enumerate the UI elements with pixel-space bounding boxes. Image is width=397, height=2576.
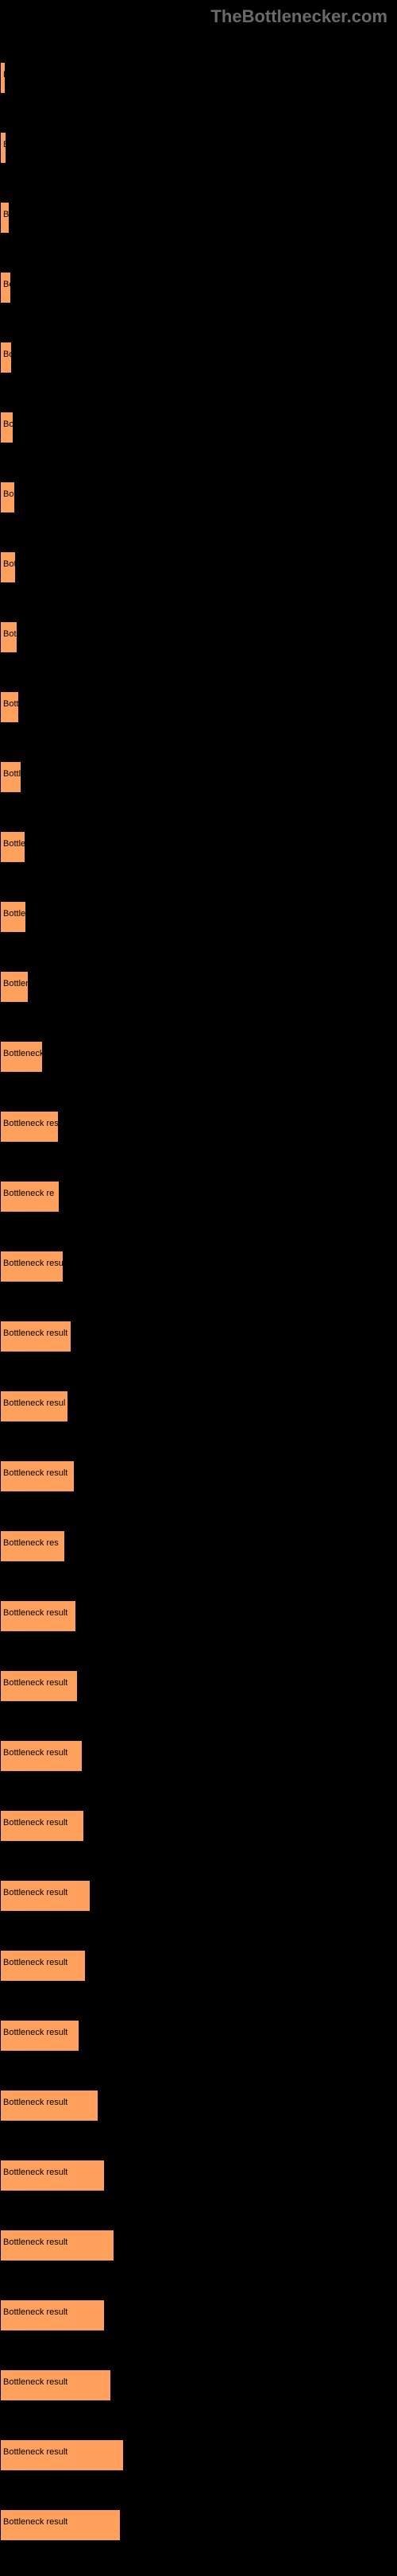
bar-row: Bottleneck result xyxy=(0,2210,397,2280)
bar-label: Bottleneck resu xyxy=(3,1259,64,1268)
bar-label: Bot xyxy=(3,489,17,499)
bar-label: Bottleneck result xyxy=(3,1818,67,1828)
bar-label: B xyxy=(3,70,7,79)
bar-row: Bott xyxy=(0,672,397,742)
bar-label: Bottleneck result xyxy=(3,2447,67,2457)
bar-row: Bottle xyxy=(0,882,397,952)
bar-label: Bo xyxy=(3,280,13,289)
bar-row: Bottleneck result xyxy=(0,1302,397,1371)
bar-row: Bottleneck res xyxy=(0,1092,397,1162)
bar-row: Bottleneck result xyxy=(0,1791,397,1861)
bar-row: Bottleneck result xyxy=(0,2001,397,2071)
bar-row: Bottleneck result xyxy=(0,1581,397,1651)
bar-row: Bottl xyxy=(0,742,397,812)
bar-row: Bo xyxy=(0,253,397,323)
bar-label: Bottleneck result xyxy=(3,1468,67,1478)
bar-label: Bott xyxy=(3,699,19,709)
bar-label: Bottleneck result xyxy=(3,2307,67,2317)
bar-label: Bottleneck result xyxy=(3,2168,67,2177)
bar-label: Bottl xyxy=(3,769,21,779)
bar-row: Bo xyxy=(0,183,397,253)
bar-label: Bottleneck result xyxy=(3,2028,67,2037)
bar-label: Bottleneck result xyxy=(3,2238,67,2247)
bar-row: Bot xyxy=(0,462,397,532)
bar-label: B xyxy=(3,140,8,149)
bar-row: Bottleneck result xyxy=(0,1721,397,1791)
bar-row: Bottleneck result xyxy=(0,2490,397,2560)
header: TheBottlenecker.com xyxy=(0,0,397,27)
bar-label: Bottleneck res xyxy=(3,1538,59,1548)
bar-label: Bottleneck result xyxy=(3,1958,67,1967)
bar-row: Bottleneck xyxy=(0,1022,397,1092)
bar-row: Bottleneck re xyxy=(0,1162,397,1232)
bar-row: Bot xyxy=(0,532,397,602)
bar-row: Bottleneck result xyxy=(0,1861,397,1931)
bar-label: Bottleneck resul xyxy=(3,1398,65,1408)
bar-label: Bot xyxy=(3,559,17,569)
bar-label: Bot xyxy=(3,420,15,429)
bar-row: Bottleneck result xyxy=(0,2280,397,2350)
bar-row: Bottleneck result xyxy=(0,2420,397,2490)
bar-label: Bo xyxy=(3,210,11,219)
bar-label: Bottleneck result xyxy=(3,1748,67,1758)
bar-row: Bottleneck result xyxy=(0,2071,397,2141)
bar-label: Bottleneck result xyxy=(3,2098,67,2107)
bar-label: Bottleneck result xyxy=(3,1888,67,1897)
bar-label: Bo xyxy=(3,350,13,359)
bar-label: Bottleneck result xyxy=(3,1329,67,1338)
bar-label: Bottleneck result xyxy=(3,1678,67,1688)
bar-label: Bot xyxy=(3,629,17,639)
bar-row: B xyxy=(0,43,397,113)
bar-row: Bottleneck result xyxy=(0,1651,397,1721)
bar-row: B xyxy=(0,113,397,183)
bar-row: Bottlen xyxy=(0,952,397,1022)
brand-text: TheBottlenecker.com xyxy=(210,6,387,26)
bar-label: Bottleneck xyxy=(3,1049,44,1058)
bar-row: Bot xyxy=(0,602,397,672)
bar-row: Bo xyxy=(0,323,397,393)
bar-label: Bottleneck result xyxy=(3,2517,67,2527)
bar-row: Bottleneck resu xyxy=(0,1232,397,1302)
bar-label: Bottle xyxy=(3,909,25,919)
bar-row: Bottleneck result xyxy=(0,1931,397,2001)
bar-label: Bottleneck res xyxy=(3,1119,59,1128)
bar-label: Bottleneck result xyxy=(3,2377,67,2387)
bar-chart: B B Bo Bo Bo Bot Bot Bot Bot Bott Bottl Bottle Bottl… xyxy=(0,27,397,2576)
bar-label: Bottle xyxy=(3,839,25,849)
bar-label: Bottleneck result xyxy=(3,1608,67,1618)
bar-row: Bottle xyxy=(0,812,397,882)
bar-label: Bottleneck re xyxy=(3,1189,54,1198)
bar-row: Bot xyxy=(0,393,397,462)
bar-row: Bottleneck result xyxy=(0,2350,397,2420)
bar-row: Bottleneck result xyxy=(0,2141,397,2210)
bar-row: Bottleneck resul xyxy=(0,1371,397,1441)
bar-row: Bottleneck result xyxy=(0,1441,397,1511)
bar-row: Bottleneck res xyxy=(0,1511,397,1581)
bar-label: Bottlen xyxy=(3,979,30,988)
